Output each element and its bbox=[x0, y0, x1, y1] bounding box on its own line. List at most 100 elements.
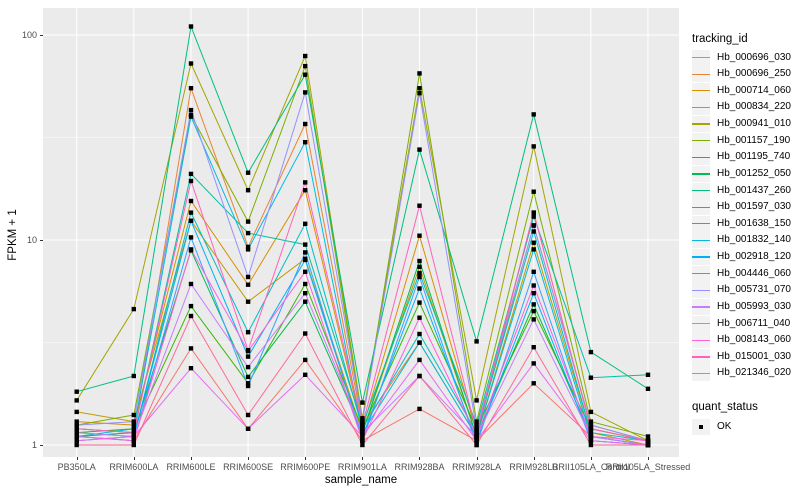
data-point bbox=[303, 372, 308, 377]
data-point bbox=[360, 438, 365, 443]
data-point bbox=[474, 426, 479, 431]
legend-line-swatch bbox=[692, 56, 710, 59]
data-point bbox=[188, 86, 194, 91]
legend-key bbox=[692, 232, 710, 249]
data-point bbox=[74, 389, 79, 394]
legend-line-swatch bbox=[692, 339, 710, 341]
data-point bbox=[417, 91, 422, 96]
data-point bbox=[245, 282, 251, 287]
data-point bbox=[588, 430, 594, 435]
x-tick-mark bbox=[419, 457, 421, 460]
data-point bbox=[245, 170, 251, 175]
data-point bbox=[588, 426, 594, 431]
data-point bbox=[188, 24, 194, 29]
legend-label: Hb_015001_030 bbox=[717, 350, 791, 362]
legend-key bbox=[692, 165, 710, 182]
data-point bbox=[188, 235, 194, 240]
data-point bbox=[588, 349, 594, 355]
data-point bbox=[531, 361, 536, 366]
data-point bbox=[531, 214, 536, 219]
legend-key bbox=[692, 82, 710, 99]
data-point bbox=[188, 281, 194, 287]
x-tick-mark bbox=[533, 457, 535, 460]
data-point bbox=[417, 331, 422, 337]
data-point bbox=[303, 281, 308, 287]
data-point bbox=[531, 223, 536, 228]
data-point bbox=[303, 180, 308, 185]
legend-label: Hb_000696_250 bbox=[717, 68, 791, 80]
data-point bbox=[245, 330, 251, 335]
data-point bbox=[74, 419, 79, 424]
y-tick-label: 1 bbox=[31, 440, 37, 450]
legend-key bbox=[692, 149, 710, 166]
data-point bbox=[245, 374, 251, 380]
data-point bbox=[531, 381, 536, 386]
data-point bbox=[303, 121, 308, 127]
legend-line-swatch bbox=[692, 223, 710, 225]
data-point bbox=[474, 434, 479, 439]
data-point bbox=[417, 300, 422, 305]
data-point bbox=[188, 171, 194, 177]
data-point bbox=[303, 291, 308, 296]
data-point bbox=[360, 422, 365, 428]
legend-key bbox=[692, 99, 710, 116]
data-point bbox=[74, 438, 79, 443]
data-point bbox=[245, 244, 251, 250]
legend-label: Hb_004446_060 bbox=[717, 267, 791, 279]
data-point bbox=[245, 188, 251, 193]
legend-line-swatch bbox=[692, 372, 710, 375]
x-tick-mark bbox=[590, 457, 592, 460]
ok-point-marker bbox=[698, 424, 704, 430]
data-point bbox=[531, 210, 536, 215]
x-tick-label-RRIM600LE: RRIM600LE bbox=[166, 462, 216, 472]
data-point bbox=[474, 398, 479, 403]
data-point bbox=[531, 229, 536, 234]
data-point bbox=[245, 364, 251, 370]
data-point bbox=[74, 422, 79, 428]
legend-line-swatch bbox=[692, 289, 710, 291]
x-tick-label-RRIM928LA: RRIM928LA bbox=[452, 462, 502, 472]
legend-line-swatch bbox=[692, 156, 710, 158]
legend-line-swatch bbox=[692, 306, 710, 308]
x-tick-mark bbox=[190, 457, 192, 460]
data-point bbox=[588, 409, 594, 415]
data-point bbox=[417, 86, 422, 91]
legend-line-swatch bbox=[692, 273, 710, 275]
legend-label: Hb_001832_140 bbox=[717, 234, 791, 246]
legend-line-swatch bbox=[692, 189, 710, 192]
data-point bbox=[74, 398, 79, 403]
data-point bbox=[417, 315, 422, 320]
data-point bbox=[188, 218, 194, 223]
data-point bbox=[131, 412, 136, 418]
data-point bbox=[245, 426, 251, 431]
x-tick-label-RRIM600PE: RRIM600PE bbox=[280, 462, 331, 472]
legend-line-swatch bbox=[692, 256, 710, 258]
x-tick-mark bbox=[76, 457, 78, 460]
data-point bbox=[188, 366, 194, 371]
data-point bbox=[245, 383, 251, 389]
data-point bbox=[245, 219, 251, 224]
data-point bbox=[417, 406, 422, 412]
data-point bbox=[588, 422, 594, 428]
data-point bbox=[303, 188, 308, 193]
data-point bbox=[303, 357, 308, 363]
legend-key bbox=[692, 298, 710, 315]
x-tick-label-RRII105LA_Stressed: RRII105LA_Stressed bbox=[605, 462, 691, 472]
data-point bbox=[417, 258, 422, 264]
y-tick-mark bbox=[40, 240, 43, 241]
data-point bbox=[531, 240, 536, 245]
data-point bbox=[131, 426, 136, 431]
y-tick-label: 10 bbox=[26, 235, 37, 245]
data-point bbox=[360, 434, 365, 439]
legend-label: Hb_008143_060 bbox=[717, 334, 791, 346]
legend-line-swatch bbox=[692, 123, 710, 125]
x-tick-mark bbox=[248, 457, 250, 460]
data-point bbox=[303, 331, 308, 336]
legend-line-swatch bbox=[692, 73, 710, 75]
data-point bbox=[360, 430, 365, 435]
data-point bbox=[303, 140, 308, 145]
data-point bbox=[188, 303, 194, 309]
data-point bbox=[588, 419, 594, 424]
data-point bbox=[588, 375, 594, 380]
legend-key bbox=[692, 116, 710, 133]
